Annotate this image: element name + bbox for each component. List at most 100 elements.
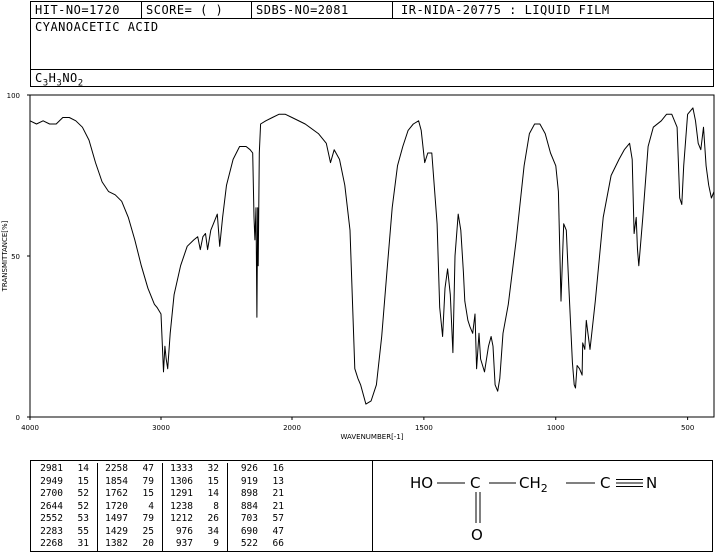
peak-wavenumber: 2644 (40, 500, 63, 512)
peak-wavenumber: 2949 (40, 475, 63, 487)
peak-wavenumber: 1382 (105, 538, 128, 549)
peak-wavenumber: 1212 (170, 513, 193, 524)
peak-transmittance: 79 (128, 513, 163, 526)
y-axis-ticks: 100 50 0 (7, 92, 30, 422)
plot-frame (29, 94, 715, 418)
score: SCORE= ( ) (146, 3, 224, 17)
x-tick-label: 500 (681, 424, 694, 432)
x-axis-ticks: 4000 3000 2000 1500 1000 500 (21, 417, 694, 432)
atom-c2: C (600, 474, 610, 492)
table-row: 2552 53 1497 79 1212 26 703 57 (33, 513, 292, 526)
formula-o: O (70, 71, 78, 85)
peak-transmittance: 21 (272, 488, 284, 499)
peak-wavenumber: 1306 (170, 475, 193, 487)
peak-wavenumber: 2283 (40, 525, 63, 537)
divider (251, 2, 252, 18)
peak-wavenumber: 919 (240, 475, 258, 487)
x-tick-label: 2000 (283, 424, 301, 432)
peak-transmittance: 55 (63, 525, 98, 538)
peak-wavenumber: 522 (240, 538, 258, 549)
peak-transmittance: 47 (272, 525, 284, 537)
x-tick-label: 1000 (547, 424, 565, 432)
sdbs-number: SDBS-NO=2081 (256, 3, 349, 17)
divider (31, 69, 713, 70)
peak-wavenumber: 1854 (105, 475, 128, 487)
spectrum-header: HIT-NO=1720 SCORE= ( ) SDBS-NO=2081 IR-N… (30, 1, 714, 88)
table-row: 2700 52 1762 15 1291 14 898 21 (33, 488, 292, 501)
peak-wavenumber: 937 (175, 538, 193, 549)
table-row: 2949 15 1854 79 1306 15 919 13 (33, 475, 292, 488)
atom-c1: C (470, 474, 480, 492)
table-row: 2268 31 1382 20 937 9 522 66 (33, 538, 292, 551)
formula-h-count: 3 (56, 78, 63, 89)
peak-transmittance: 34 (193, 525, 228, 538)
peak-wavenumber: 2700 (40, 488, 63, 499)
peak-wavenumber: 1497 (105, 513, 128, 524)
formula-h: H (48, 71, 57, 85)
peak-wavenumber: 1762 (105, 488, 128, 499)
formula-n: N (62, 71, 71, 85)
divider (392, 2, 393, 18)
peak-table-grid: 2981 14 2258 47 1333 32 926 16 2949 15 1854 79 1306 1… (33, 463, 292, 551)
peak-wavenumber: 898 (240, 488, 258, 499)
peak-transmittance: 52 (63, 500, 98, 513)
peak-wavenumber: 884 (240, 500, 258, 512)
y-tick-label: 50 (11, 253, 20, 261)
y-tick-label: 100 (7, 92, 20, 100)
atom-ch: CH (519, 474, 541, 492)
peak-wavenumber: 1429 (105, 525, 128, 537)
formula-c-count: 3 (42, 78, 49, 89)
compound-name: CYANOACETIC ACID (35, 20, 159, 34)
formula-o-count: 2 (77, 78, 84, 89)
peak-transmittance: 15 (193, 475, 228, 488)
peak-transmittance: 14 (193, 488, 228, 501)
peak-wavenumber: 2258 (105, 463, 128, 474)
peak-wavenumber: 1291 (170, 488, 193, 499)
structure-svg: HO C O CH2 C N (410, 474, 657, 544)
peak-wavenumber: 1238 (170, 500, 193, 512)
peak-transmittance: 16 (272, 463, 284, 474)
ir-identifier: IR-NIDA-20775 : LIQUID FILM (401, 3, 610, 17)
peak-transmittance: 14 (63, 463, 98, 476)
peak-transmittance: 15 (63, 475, 98, 488)
x-tick-label: 3000 (152, 424, 170, 432)
peak-transmittance: 21 (272, 500, 284, 512)
peak-wavenumber: 2981 (40, 463, 63, 474)
peak-wavenumber: 976 (175, 525, 193, 537)
peak-transmittance: 52 (63, 488, 98, 501)
peak-transmittance: 57 (272, 513, 284, 524)
peak-wavenumber: 1720 (105, 500, 128, 512)
x-tick-label: 4000 (21, 424, 39, 432)
table-row: 2644 52 1720 4 1238 8 884 21 (33, 500, 292, 513)
peak-transmittance: 31 (63, 538, 98, 551)
atom-o: O (471, 526, 483, 544)
peak-transmittance: 53 (63, 513, 98, 526)
peak-transmittance: 66 (272, 538, 284, 549)
x-axis-label: WAVENUMBER[-1] (340, 433, 403, 441)
structure-diagram: HO C O CH2 C N (372, 460, 713, 552)
peak-transmittance: 9 (193, 538, 228, 551)
peak-wavenumber: 926 (240, 463, 258, 474)
divider (141, 2, 142, 18)
peak-wavenumber: 690 (240, 525, 258, 537)
molecular-formula: C3H3NO2 (35, 71, 84, 88)
peak-transmittance: 13 (272, 475, 284, 487)
peak-transmittance: 47 (128, 463, 163, 476)
peak-transmittance: 4 (128, 500, 163, 513)
header-id-row: HIT-NO=1720 SCORE= ( ) SDBS-NO=2081 IR-N… (31, 2, 713, 19)
peak-wavenumber: 2268 (40, 538, 63, 549)
peak-transmittance: 20 (128, 538, 163, 551)
atom-ch-subscript: 2 (541, 482, 548, 495)
table-row: 2283 55 1429 25 976 34 690 47 (33, 525, 292, 538)
transmittance-series-line (29, 107, 715, 405)
atom-ho: HO (410, 474, 433, 492)
peak-transmittance: 32 (193, 463, 228, 476)
peak-table: 2981 14 2258 47 1333 32 926 16 2949 15 1854 79 1306 1… (30, 460, 373, 552)
peak-wavenumber: 2552 (40, 513, 63, 524)
peak-wavenumber: 703 (240, 513, 258, 524)
hit-number: HIT-NO=1720 (35, 3, 120, 17)
peak-transmittance: 8 (193, 500, 228, 513)
peak-wavenumber: 1333 (170, 463, 193, 474)
table-row: 2981 14 2258 47 1333 32 926 16 (33, 463, 292, 476)
